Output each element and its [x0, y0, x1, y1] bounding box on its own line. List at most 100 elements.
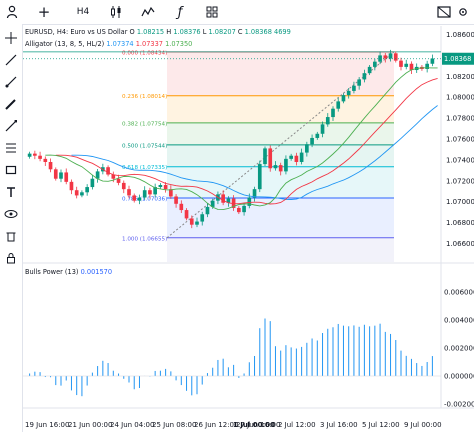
candle-body [331, 108, 335, 118]
candle-body [153, 187, 157, 195]
text-icon[interactable] [3, 184, 19, 200]
pen-icon[interactable] [3, 96, 19, 112]
time-axis-label: 27 Jun 16:00 [236, 421, 280, 429]
candle-body [284, 158, 288, 172]
time-axis-label: 21 Jun 00:00 [68, 421, 112, 429]
fib-trend-line [166, 51, 395, 239]
open-label: O [129, 28, 135, 36]
candle-body [74, 190, 79, 196]
price-axis-label: 1.06800 [446, 219, 474, 227]
low-value: 1.08207 [208, 28, 236, 36]
high-value: 1.08376 [173, 28, 201, 36]
candle-body [237, 207, 241, 213]
time-axis-label: 3 Jul 16:00 [320, 421, 358, 429]
candle-body [127, 189, 131, 196]
add-symbol-button[interactable]: + [37, 3, 51, 21]
candle-body [85, 187, 89, 193]
volume-value: 4699 [274, 28, 291, 36]
time-axis-label: 9 Jul 00:00 [404, 421, 442, 429]
trendline-icon[interactable] [3, 52, 19, 68]
function-icon[interactable]: ƒ [177, 4, 183, 20]
candle-body [179, 203, 184, 211]
time-axis-label: 25 Jun 08:00 [152, 421, 196, 429]
bulls-power-name: Bulls Power (13) [25, 268, 79, 276]
candle-body [80, 192, 84, 196]
time-axis-label: 19 Jun 16:00 [25, 421, 69, 429]
candle-body [357, 79, 361, 86]
teeth-value: 1.07337 [135, 40, 163, 48]
candle-body [252, 189, 257, 198]
candle-body [169, 189, 173, 197]
alligator-lips-line [45, 67, 438, 211]
candle-body [399, 60, 403, 67]
time-axis-label: 2 Jul 12:00 [278, 421, 316, 429]
price-axis-label: 1.07400 [446, 156, 474, 164]
rectangle-icon[interactable] [3, 162, 19, 178]
account-icon[interactable] [4, 3, 20, 21]
candle-body [111, 174, 116, 179]
candle-body [305, 144, 309, 153]
template-icon[interactable] [204, 3, 220, 21]
screenshot-icon[interactable] [436, 3, 452, 21]
candle-body [27, 153, 32, 157]
candle-body [409, 63, 414, 71]
alligator-teeth-line [55, 77, 438, 205]
candle-body [294, 155, 299, 162]
trash-icon[interactable] [3, 228, 19, 244]
ray-icon[interactable] [3, 74, 19, 90]
candle-body [341, 95, 346, 102]
open-value: 1.08215 [136, 28, 165, 36]
candle-body [53, 169, 58, 179]
fib-icon[interactable] [3, 140, 19, 156]
low-label: L [202, 28, 207, 36]
candle-body [221, 194, 225, 203]
candle-body [43, 158, 48, 162]
settings-icon[interactable] [456, 3, 470, 21]
candle-body [299, 152, 304, 162]
alligator-jaw-line [71, 105, 438, 200]
candle-body [310, 137, 314, 145]
candle-body [404, 63, 409, 67]
crosshair-icon[interactable] [3, 30, 19, 46]
candle-body [278, 165, 283, 172]
candle-body [393, 53, 398, 61]
eye-icon[interactable] [3, 206, 19, 222]
close-label: C [237, 28, 243, 36]
measure-icon[interactable] [3, 118, 19, 134]
lips-value: 1.07350 [165, 40, 193, 48]
timeframe-button[interactable]: H4 [76, 7, 90, 17]
candle-body [425, 63, 429, 69]
candle-body [116, 178, 121, 183]
candle-body [38, 155, 42, 159]
indicators-icon[interactable] [140, 3, 156, 21]
fib-level-label: 0.382 (1.07754) [122, 121, 167, 127]
candle-body [59, 172, 63, 179]
lock-icon[interactable] [3, 250, 19, 266]
candle-body [362, 73, 367, 80]
candle-body [95, 171, 100, 179]
fib-level-label: 0.236 (1.08014) [122, 94, 167, 100]
candle-body [242, 205, 246, 213]
candle-body [210, 200, 215, 207]
fib-zone [167, 122, 394, 145]
chart-type-icon[interactable] [108, 3, 124, 21]
fib-level-label: 1.000 (1.06655) [122, 236, 167, 242]
candle-body [189, 218, 194, 225]
fib-level-label: 0.500 (1.07544) [122, 143, 167, 149]
candle-body [346, 90, 351, 96]
candle-body [315, 133, 320, 138]
fib-level-label: 0.000 (1.08434) [122, 50, 167, 56]
candle-body [247, 197, 252, 206]
fib-zone [167, 51, 394, 96]
candle-body [388, 53, 393, 59]
candle-body [273, 165, 278, 169]
price-axis-label: 1.07200 [446, 177, 474, 185]
candle-body [69, 181, 74, 191]
time-axis-label: 24 Jun 04:00 [110, 421, 154, 429]
candle-body [158, 184, 163, 188]
candle-body [325, 117, 330, 125]
